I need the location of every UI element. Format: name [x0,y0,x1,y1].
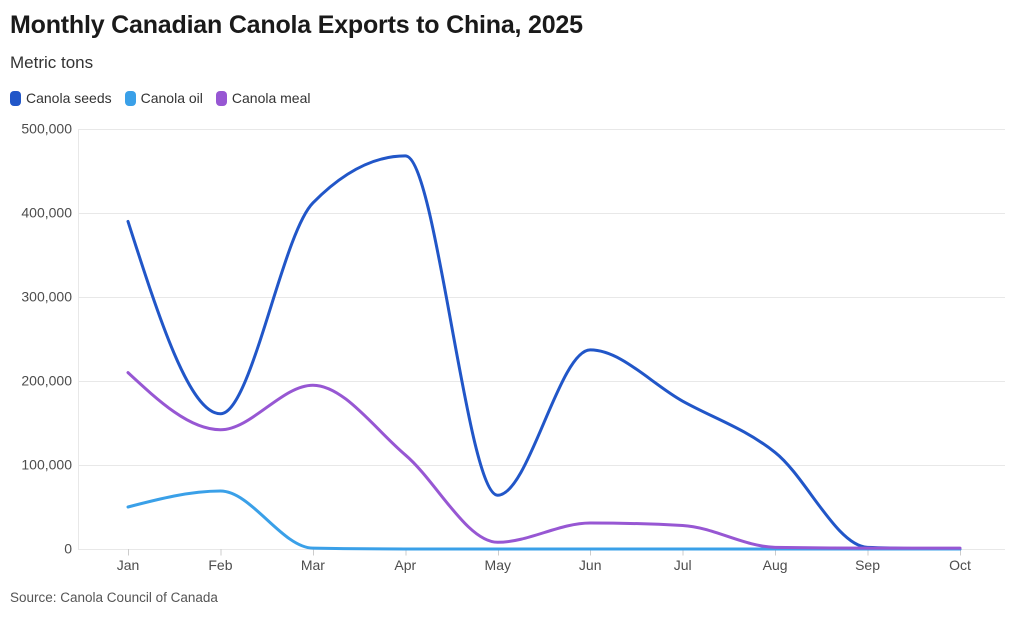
x-axis-label: Jul [674,557,692,573]
legend-item-canola-seeds: Canola seeds [10,90,112,106]
legend: Canola seeds Canola oil Canola meal [10,90,311,106]
x-axis-label: May [485,557,511,573]
y-axis-label: 200,000 [21,373,72,389]
y-axis-label: 500,000 [21,121,72,137]
x-axis-label: Jun [579,557,602,573]
x-axis-label: Oct [949,557,971,573]
legend-swatch-canola-seeds [10,90,21,106]
source-note: Source: Canola Council of Canada [10,590,218,605]
x-axis-label: Apr [394,557,416,573]
y-axis-label: 0 [64,541,72,557]
x-axis-label: Mar [301,557,325,573]
legend-item-canola-meal: Canola meal [215,90,311,106]
legend-label-canola-seeds: Canola seeds [26,90,112,106]
line-canola-meal [126,371,962,550]
line-canola-oil [126,489,962,551]
legend-item-canola-oil: Canola oil [124,90,203,106]
legend-label-canola-meal: Canola meal [231,90,311,106]
legend-swatch-canola-meal [215,90,227,106]
x-axis-label: Sep [855,557,880,573]
x-axis-label: Feb [208,557,232,573]
y-axis-label: 400,000 [21,205,72,221]
x-axis-label: Jan [117,557,140,573]
legend-swatch-canola-oil [124,90,136,106]
y-axis-label: 100,000 [21,457,72,473]
y-axis-label: 300,000 [21,289,72,305]
line-canola-seeds [126,154,962,551]
x-axis-label: Aug [763,557,788,573]
chart-title: Monthly Canadian Canola Exports to China… [10,11,583,39]
chart-subtitle: Metric tons [10,53,94,72]
legend-label-canola-oil: Canola oil [140,90,203,106]
